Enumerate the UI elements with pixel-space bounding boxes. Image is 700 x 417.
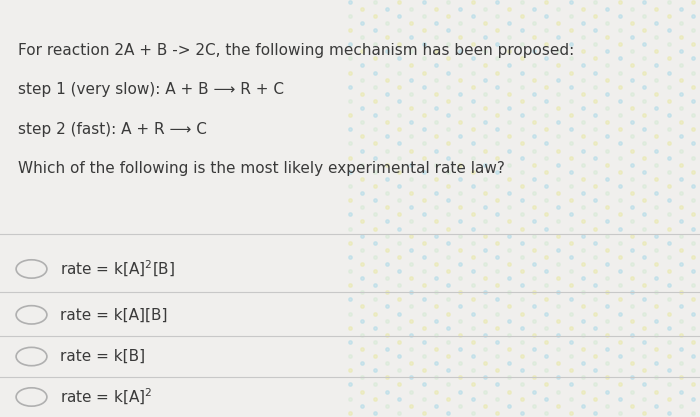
Circle shape	[16, 306, 47, 324]
Text: rate = k[A]$^2$[B]: rate = k[A]$^2$[B]	[60, 259, 174, 279]
Text: step 2 (fast): A + R ⟶ C: step 2 (fast): A + R ⟶ C	[18, 122, 206, 137]
Text: rate = k[A]$^2$: rate = k[A]$^2$	[60, 387, 152, 407]
Text: Which of the following is the most likely experimental rate law?: Which of the following is the most likel…	[18, 161, 505, 176]
Circle shape	[16, 347, 47, 366]
Text: For reaction 2A + B -> 2C, the following mechanism has been proposed:: For reaction 2A + B -> 2C, the following…	[18, 43, 574, 58]
Text: rate = k[A][B]: rate = k[A][B]	[60, 307, 167, 322]
Circle shape	[16, 260, 47, 278]
Text: step 1 (very slow): A + B ⟶ R + C: step 1 (very slow): A + B ⟶ R + C	[18, 82, 284, 97]
Text: rate = k[B]: rate = k[B]	[60, 349, 145, 364]
Circle shape	[16, 388, 47, 406]
